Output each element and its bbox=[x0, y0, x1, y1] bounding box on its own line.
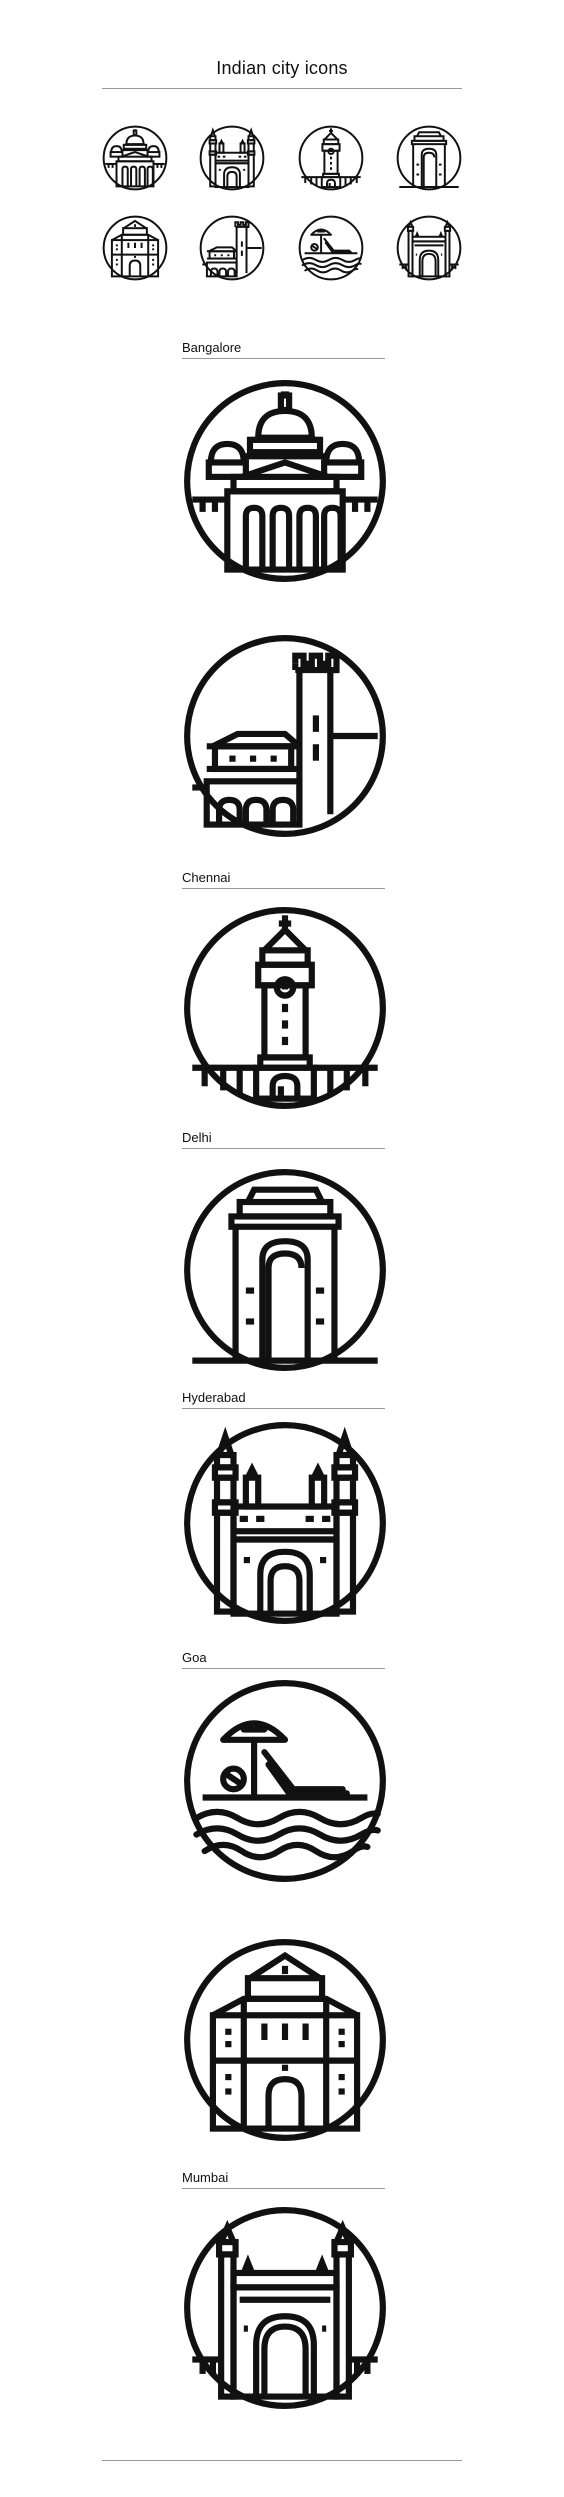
section-rule-hyderabad bbox=[182, 1408, 385, 1409]
goa-beach-icon bbox=[298, 215, 364, 281]
vidhana-soudha-icon bbox=[102, 125, 168, 191]
section-rule-goa bbox=[182, 1668, 385, 1669]
fort-tower-icon bbox=[182, 633, 388, 839]
section-label-bangalore: Bangalore bbox=[182, 340, 242, 355]
fort-facade-icon bbox=[182, 1937, 388, 2143]
vidhana-soudha-icon bbox=[182, 378, 388, 584]
page-title: Indian city icons bbox=[216, 58, 348, 78]
section-label-delhi: Delhi bbox=[182, 1130, 212, 1145]
footer-divider bbox=[102, 2460, 462, 2461]
section-label-goa: Goa bbox=[182, 1650, 207, 1665]
charminar-icon bbox=[182, 1420, 388, 1626]
title-divider bbox=[102, 88, 462, 89]
goa-beach-icon bbox=[182, 1678, 388, 1884]
section-rule-mumbai bbox=[182, 2188, 385, 2189]
section-rule-chennai bbox=[182, 888, 385, 889]
charminar-icon bbox=[199, 125, 265, 191]
section-label-mumbai: Mumbai bbox=[182, 2170, 229, 2185]
section-label-hyderabad: Hyderabad bbox=[182, 1390, 246, 1405]
section-rule-delhi bbox=[182, 1148, 385, 1149]
gateway-of-india-icon bbox=[396, 215, 462, 281]
section-label-chennai: Chennai bbox=[182, 870, 231, 885]
chennai-clock-tower-icon bbox=[298, 125, 364, 191]
gateway-of-india-icon bbox=[182, 2205, 388, 2411]
section-rule-bangalore bbox=[182, 358, 385, 359]
fort-tower-icon bbox=[199, 215, 265, 281]
chennai-clock-tower-icon bbox=[182, 905, 388, 1111]
icon-overview-grid bbox=[102, 125, 462, 281]
india-gate-icon bbox=[396, 125, 462, 191]
fort-facade-icon bbox=[102, 215, 168, 281]
india-gate-icon bbox=[182, 1167, 388, 1373]
